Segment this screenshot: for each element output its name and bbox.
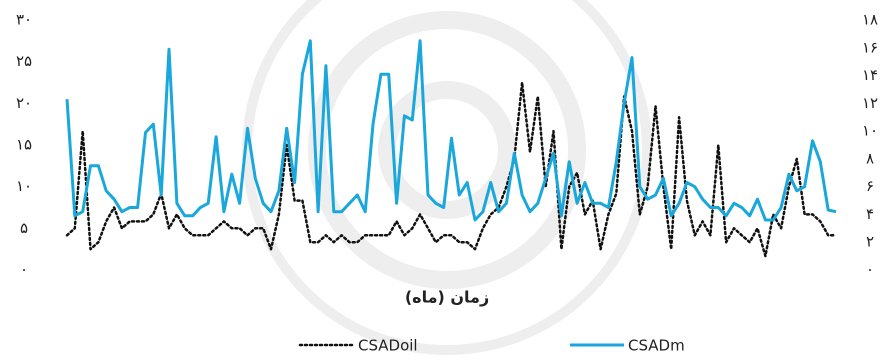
y-tick-label: ۱۰ xyxy=(16,177,32,195)
y2-tick-label: ۱۸ xyxy=(862,11,878,29)
y-tick-label: ۳۰ xyxy=(16,11,32,29)
legend-label: CSADm xyxy=(628,337,685,355)
series-line xyxy=(67,41,836,220)
y2-tick-label: ۸ xyxy=(866,149,874,167)
y2-tick-label: ۲ xyxy=(866,233,874,251)
y-tick-label: ۱۵ xyxy=(16,136,32,154)
y-tick-label: ۲۰ xyxy=(16,94,32,112)
y2-tick-label: ۱۰ xyxy=(862,122,878,140)
y2-tick-label: ۴ xyxy=(866,205,874,223)
x-axis-label: زمان (ماه) xyxy=(405,288,489,307)
legend-label: CSADoil xyxy=(358,337,418,355)
y-tick-label: ۲۵ xyxy=(16,52,32,70)
y2-tick-label: ۶ xyxy=(866,177,874,195)
chart: زمان (ماه) ۰ ۵ ۱۰ ۱۵ ۲۰ ۲۵ ۳۰ ۰ ۲ ۴ ۶ ۸ ۱۰ ۱۲ ۱۴ ۱۶ ۱۸ CS… xyxy=(0,0,894,363)
y2-tick-label: ۱۶ xyxy=(862,38,878,56)
y2-tick-label: ۱۲ xyxy=(862,94,878,112)
y2-tick-label: ۱۴ xyxy=(862,66,878,84)
series-line xyxy=(67,83,836,257)
y2-tick-label: ۰ xyxy=(866,261,874,279)
y-tick-label: ۵ xyxy=(20,219,28,237)
y-tick-label: ۰ xyxy=(20,261,28,279)
